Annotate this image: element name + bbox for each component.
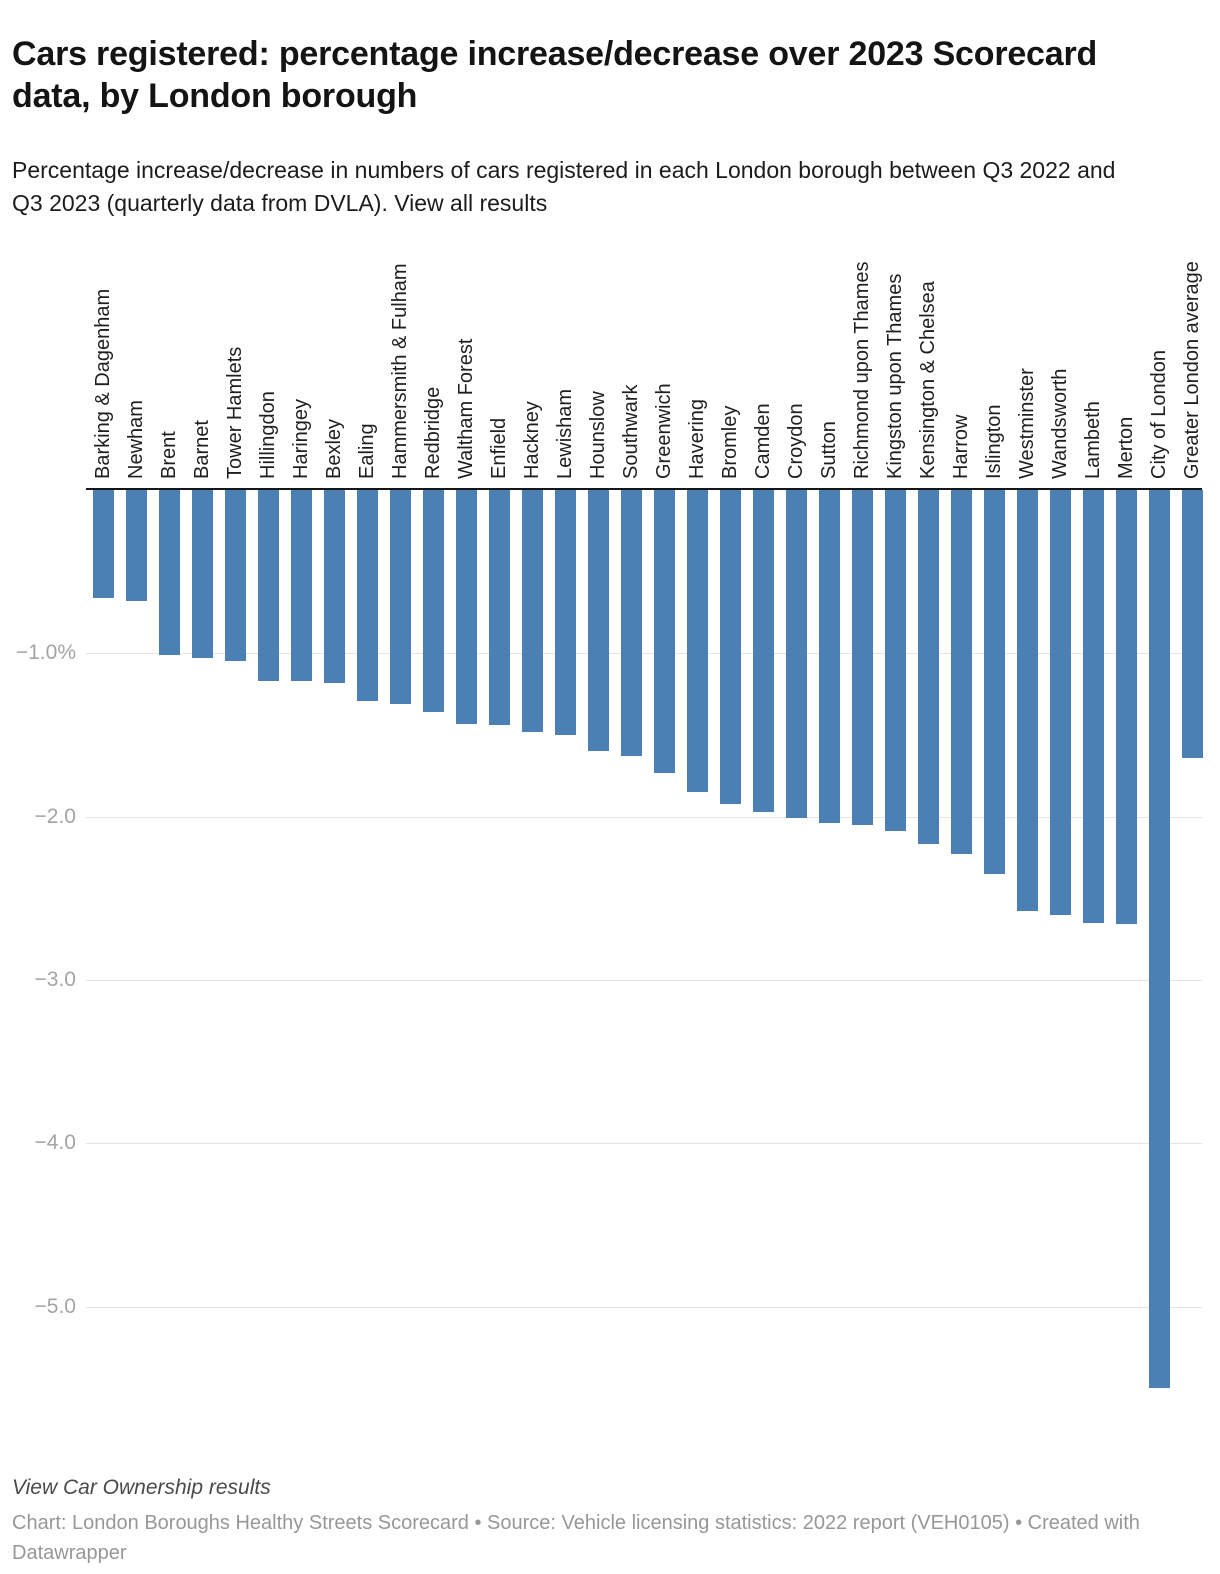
category-label: Enfield — [488, 417, 510, 479]
y-gridline — [86, 1143, 1202, 1144]
bar[interactable] — [653, 490, 675, 773]
category-label: Camden — [752, 403, 774, 479]
bar[interactable] — [257, 490, 279, 681]
category-label: Lambeth — [1082, 401, 1104, 479]
bar[interactable] — [686, 490, 708, 792]
category-label: Hackney — [521, 401, 543, 479]
y-tick-label: −5.0 — [34, 1295, 76, 1318]
chart-description: Percentage increase/decrease in numbers … — [12, 154, 1137, 219]
bar[interactable] — [917, 490, 939, 844]
y-tick-label: −4.0 — [34, 1131, 76, 1154]
category-label: Merton — [1115, 416, 1137, 479]
y-gridline — [86, 817, 1202, 818]
category-label: Croydon — [785, 403, 807, 479]
bar[interactable] — [620, 490, 642, 756]
category-label: Greenwich — [653, 383, 675, 479]
category-label: Brent — [158, 431, 180, 479]
bar[interactable] — [323, 490, 345, 683]
bar[interactable] — [785, 490, 807, 818]
bar[interactable] — [92, 490, 114, 598]
bar[interactable] — [356, 490, 378, 701]
category-label: Greater London average — [1181, 261, 1203, 479]
bar[interactable] — [191, 490, 213, 658]
y-tick-label: −2.0 — [34, 805, 76, 828]
bar[interactable] — [1082, 490, 1104, 923]
view-car-ownership-link[interactable]: View Car Ownership results — [12, 1476, 271, 1499]
category-label: Lewisham — [554, 388, 576, 479]
category-label: Tower Hamlets — [224, 346, 246, 479]
category-label: Ealing — [356, 423, 378, 479]
bar[interactable] — [851, 490, 873, 825]
bar[interactable] — [521, 490, 543, 732]
category-label: Redbridge — [422, 386, 444, 479]
bar[interactable] — [752, 490, 774, 812]
bar[interactable] — [950, 490, 972, 854]
description-text: Percentage increase/decrease in numbers … — [12, 157, 1116, 216]
bar[interactable] — [554, 490, 576, 735]
bar[interactable] — [587, 490, 609, 751]
chart-title: Cars registered: percentage increase/dec… — [12, 34, 1098, 115]
bar[interactable] — [884, 490, 906, 831]
bar[interactable] — [1148, 490, 1170, 1388]
bar[interactable] — [1115, 490, 1137, 924]
bar[interactable] — [488, 490, 510, 725]
y-tick-label: −1.0% — [15, 641, 76, 664]
category-label: Kingston upon Thames — [884, 273, 906, 479]
category-label: Barnet — [191, 420, 213, 479]
category-label: Kensington & Chelsea — [917, 281, 939, 479]
bar[interactable] — [1181, 490, 1203, 758]
y-gridline — [86, 1307, 1202, 1308]
category-label: Harrow — [950, 414, 972, 479]
category-label: Bromley — [719, 405, 741, 479]
category-label: Hillingdon — [257, 391, 279, 479]
category-label: Bexley — [323, 418, 345, 479]
bar[interactable] — [983, 490, 1005, 874]
x-axis-baseline — [86, 488, 1202, 490]
chart-caption: Chart: London Boroughs Healthy Streets S… — [12, 1512, 1140, 1564]
category-label: Haringey — [290, 398, 312, 479]
category-label: Hammersmith & Fulham — [389, 263, 411, 479]
bar[interactable] — [158, 490, 180, 655]
category-label: City of London — [1148, 350, 1170, 479]
bar[interactable] — [422, 490, 444, 712]
bar[interactable] — [1049, 490, 1071, 915]
bar[interactable] — [1016, 490, 1038, 911]
category-label: Islington — [983, 404, 1005, 480]
bar[interactable] — [719, 490, 741, 804]
category-label: Barking & Dagenham — [92, 288, 114, 479]
bar[interactable] — [125, 490, 147, 601]
category-label: Wandsworth — [1049, 368, 1071, 479]
bar[interactable] — [818, 490, 840, 823]
category-label: Waltham Forest — [455, 338, 477, 479]
bar[interactable] — [389, 490, 411, 704]
view-all-results-link[interactable]: View all results — [394, 189, 548, 216]
y-tick-label: −3.0 — [34, 968, 76, 991]
y-gridline — [86, 653, 1202, 654]
bar[interactable] — [455, 490, 477, 724]
bar[interactable] — [290, 490, 312, 681]
y-gridline — [86, 980, 1202, 981]
bar[interactable] — [224, 490, 246, 661]
category-label: Newham — [125, 400, 147, 479]
category-label: Havering — [686, 398, 708, 479]
category-label: Sutton — [818, 421, 840, 479]
category-label: Richmond upon Thames — [851, 261, 873, 479]
category-label: Westminster — [1016, 368, 1038, 479]
category-label: Southwark — [620, 384, 642, 480]
category-label: Hounslow — [587, 391, 609, 479]
